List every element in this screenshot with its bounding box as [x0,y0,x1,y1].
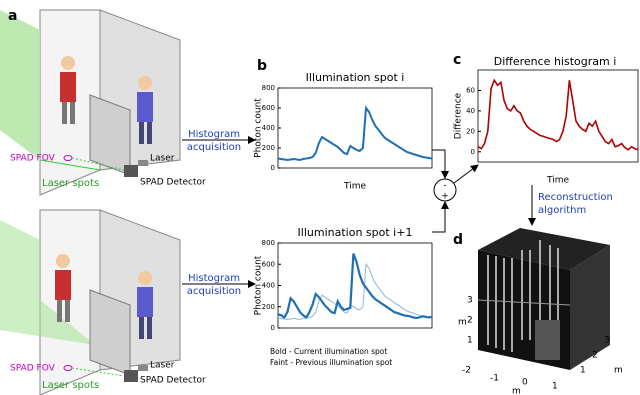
axis-label: m [512,387,521,395]
plot-area [277,87,433,169]
step-label: Histogram [188,129,240,140]
spots-label: Laser spots [42,178,99,189]
panel-label: c [453,52,461,68]
laser-label: Laser [150,361,175,371]
chart-title: Illumination spot i [306,71,405,84]
arrow [453,164,479,184]
y-tick-label: 600 [262,104,275,112]
fov-label: SPAD FOV [10,154,56,164]
axis-label: m [458,318,467,328]
y-tick-label: 20 [466,127,475,135]
y-tick-label: 400 [262,124,275,132]
reconstruction-3d [477,228,610,370]
tick-label: 1 [552,382,558,392]
tick-label: 2 [592,351,598,361]
tick-label: 1 [580,366,586,376]
y-tick-label: 800 [262,84,275,92]
y-tick-label: 0 [271,164,275,172]
axis-label: m [614,366,623,376]
laser-label: Laser [150,154,175,164]
minus-sign: - [443,181,446,191]
step-label: algorithm [538,205,586,216]
arrow [432,201,449,233]
series-line [277,262,433,321]
plus-sign: + [441,192,449,202]
spots-label: Laser spots [42,380,99,391]
y-tick-label: 600 [262,260,275,268]
y-axis-label: Photon count [254,255,264,315]
x-axis-label: Time [546,176,569,186]
step-label: Histogram [188,273,240,284]
series-line [477,78,639,151]
legend-entry: Faint - Previous illumination spot [270,358,392,367]
panel-label: a [8,8,17,24]
y-tick-label: 200 [262,303,275,311]
y-axis-label: Difference [454,92,464,139]
tick-label: -1 [490,374,499,384]
tick-label: 0 [522,378,528,388]
step-label: acquisition [187,142,241,153]
detector-label: SPAD Detector [140,178,206,188]
step-label: Reconstruction [538,192,613,203]
tick-label: 3 [467,296,473,306]
panel-label: d [453,232,463,248]
y-tick-label: 40 [466,107,475,115]
scene-bottom [0,209,181,395]
arrow [432,149,449,179]
legend-entry: Bold - Current illumination spot [270,347,387,356]
tick-label: -2 [462,366,471,376]
tick-label: 1 [467,336,473,346]
tick-label: 2 [467,316,473,326]
y-tick-label: 200 [262,144,275,152]
fov-label: SPAD FOV [10,364,56,374]
chart-title: Illumination spot i+1 [298,226,413,239]
series-line [277,105,433,162]
detector-label: SPAD Detector [140,376,206,386]
panel-label: b [257,58,267,74]
y-axis-label: Photon count [254,98,264,158]
scene-top [0,9,181,196]
tick-label: 3 [604,336,610,346]
axis-d: 3 2 1 m -2 -1 0 1 m 3 2 1 m [458,296,623,395]
x-axis-label: Time [343,182,366,192]
y-tick-label: 0 [471,148,475,156]
plot-area [477,69,639,163]
difference-node [433,178,457,202]
step-label: acquisition [187,286,241,297]
y-tick-label: 800 [262,239,275,247]
series-line [277,253,433,320]
y-tick-label: 0 [271,324,275,332]
y-tick-label: 60 [466,86,475,94]
y-tick-label: 400 [262,282,275,290]
chart-title: Difference histogram i [494,55,617,68]
